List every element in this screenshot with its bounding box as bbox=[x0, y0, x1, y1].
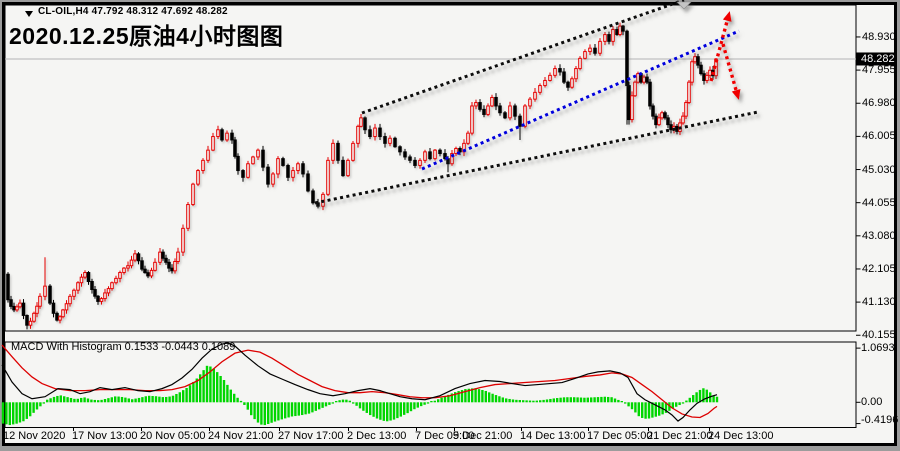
time-tick-label: 24 Nov 21:00 bbox=[208, 430, 274, 442]
time-tick-label: 2 Dec 13:00 bbox=[347, 430, 407, 442]
macd-tick-label: 0.00 bbox=[861, 396, 883, 409]
price-tick-label: 46.980 bbox=[862, 97, 896, 110]
time-tick-label: 9 Dec 21:00 bbox=[453, 430, 513, 442]
price-tick-label: 43.080 bbox=[862, 229, 896, 242]
price-tick-label: 47.955 bbox=[862, 64, 896, 77]
price-tick-label: 42.105 bbox=[862, 262, 896, 275]
time-tick-label: 12 Nov 2020 bbox=[3, 430, 66, 442]
time-tick-label: 27 Nov 17:00 bbox=[278, 430, 344, 442]
price-tick-label: 45.030 bbox=[862, 163, 896, 176]
time-tick-label: 17 Nov 13:00 bbox=[72, 430, 138, 442]
macd-indicator bbox=[1, 342, 719, 426]
trend-channel-annotations[interactable] bbox=[314, 0, 759, 205]
price-tick-label: 40.155 bbox=[862, 329, 896, 342]
price-tick-label: 41.130 bbox=[862, 296, 896, 309]
time-tick-label: 20 Nov 05:00 bbox=[140, 430, 206, 442]
price-tick-label: 44.055 bbox=[862, 196, 896, 209]
current-price-badge: 48.282 bbox=[861, 53, 895, 65]
macd-tick-label: 1.0693 bbox=[861, 342, 895, 355]
pane-borders bbox=[4, 4, 895, 428]
symbol-dropdown-icon bbox=[25, 11, 33, 17]
symbol-quote-line: CL-OIL,H4 47.792 48.312 47.692 48.282 bbox=[38, 6, 228, 17]
page-title: 2020.12.25原油4小时图图 bbox=[9, 23, 284, 49]
time-tick-label: 14 Dec 13:00 bbox=[520, 430, 586, 442]
candlestick-series bbox=[6, 22, 718, 330]
time-tick-label: 7 Dec 05:00 bbox=[415, 430, 475, 442]
macd-tick-label: -0.4196 bbox=[861, 414, 899, 426]
time-tick-label: 17 Dec 05:00 bbox=[587, 430, 653, 442]
chart-window-frame bbox=[2, 2, 897, 446]
price-tick-label: 48.930 bbox=[862, 30, 896, 43]
time-tick-label: 24 Dec 13:00 bbox=[708, 430, 774, 442]
price-tick-label: 46.005 bbox=[862, 130, 896, 143]
axis-ticks bbox=[4, 36, 861, 431]
time-tick-label: 21 Dec 21:00 bbox=[647, 430, 713, 442]
macd-indicator-label: MACD With Histogram 0.1533 -0.0443 0.108… bbox=[11, 341, 236, 353]
